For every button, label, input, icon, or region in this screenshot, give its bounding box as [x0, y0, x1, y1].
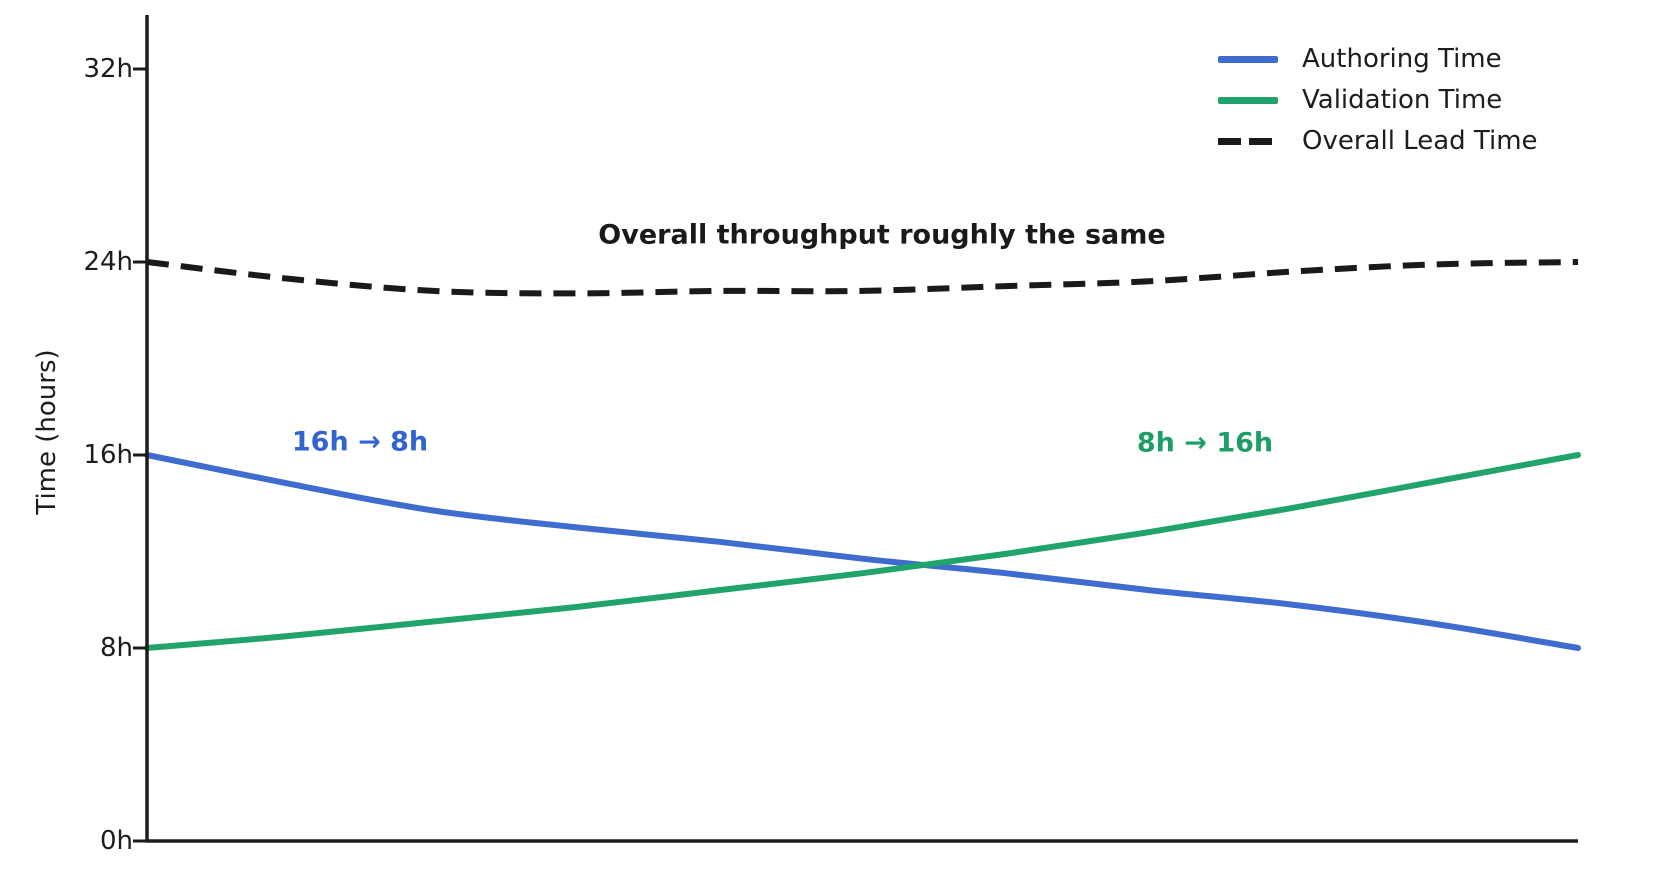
y-tick-label-8h: 8h — [99, 633, 133, 663]
y-tick-label-32h: 32h — [83, 54, 133, 84]
legend-swatch-validation — [1218, 96, 1278, 104]
validation-time-line — [144, 452, 1581, 651]
legend-label-validation: Validation Time — [1302, 85, 1503, 115]
legend-swatch-lead-time — [1218, 137, 1278, 145]
y-tick-label-0h: 0h — [99, 826, 133, 856]
series-lines — [144, 259, 1581, 651]
axes — [145, 15, 1578, 843]
legend-label-lead-time: Overall Lead Time — [1302, 126, 1538, 156]
legend-item-authoring: Authoring Time — [1218, 44, 1502, 74]
y-axis-ticks — [133, 67, 147, 843]
legend-swatch-authoring — [1218, 55, 1278, 63]
authoring-time-line — [144, 452, 1581, 651]
annotation-validation: 8h → 16h — [1136, 427, 1274, 459]
legend-item-lead-time: Overall Lead Time — [1218, 126, 1538, 156]
annotation-authoring: 16h → 8h — [291, 426, 429, 458]
overall-lead-time-line — [146, 259, 1579, 297]
y-tick-label-16h: 16h — [83, 440, 133, 470]
y-axis-title: Time (hours) — [32, 349, 62, 515]
legend-label-authoring: Authoring Time — [1302, 44, 1502, 74]
y-tick-label-24h: 24h — [83, 247, 133, 277]
annotation-lead-time: Overall throughput roughly the same — [598, 219, 1166, 251]
legend-item-validation: Validation Time — [1218, 85, 1502, 115]
